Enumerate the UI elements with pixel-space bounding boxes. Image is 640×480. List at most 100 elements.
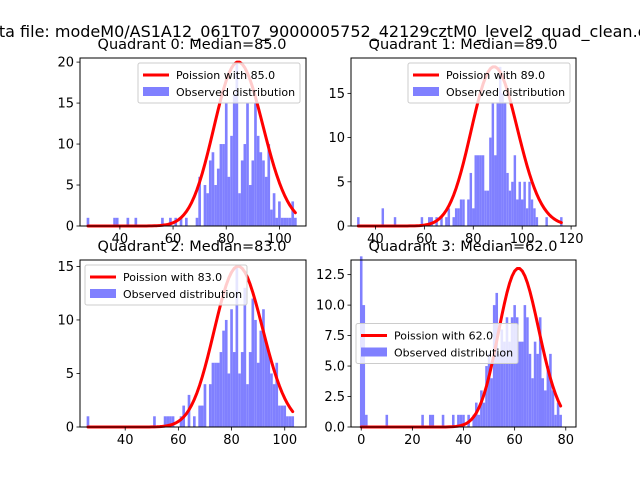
quadrant-0-histogram-bar bbox=[203, 185, 207, 226]
figure-title: Data file: modeM0/AS1A12_061T07_90000057… bbox=[0, 22, 640, 42]
quadrant-1-histogram-bar bbox=[481, 155, 485, 226]
quadrant-0-legend-bar-swatch bbox=[143, 87, 169, 96]
quadrant-0-histogram-bar bbox=[294, 217, 297, 226]
quadrant-2-histogram-bar bbox=[240, 352, 244, 427]
quadrant-1-histogram-bar bbox=[462, 199, 465, 226]
quadrant-3-y-tick-label: 0.0 bbox=[324, 421, 345, 436]
quadrant-2-histogram-bar bbox=[198, 405, 201, 427]
quadrant-0-histogram-bar bbox=[243, 144, 247, 226]
quadrant-3-histogram-bar bbox=[521, 341, 524, 427]
quadrant-1-histogram-bar bbox=[535, 217, 539, 226]
quadrant-3-histogram-bar bbox=[428, 414, 432, 427]
quadrant-3-histogram-bar bbox=[544, 390, 547, 427]
quadrant-0-histogram-bar bbox=[195, 217, 199, 226]
quadrant-1-histogram-bar bbox=[511, 181, 514, 226]
quadrant-0-histogram-bar bbox=[179, 217, 183, 226]
quadrant-2-histogram-bar bbox=[169, 416, 172, 427]
quadrant-2-histogram-bar bbox=[200, 405, 204, 427]
quadrant-2-x-tick-label: 80 bbox=[223, 433, 240, 448]
quadrant-3-x-tick-label: 60 bbox=[506, 433, 523, 448]
quadrant-1-histogram-bar bbox=[525, 208, 529, 226]
quadrant-1-legend-poisson-label: Poission with 89.0 bbox=[446, 69, 545, 82]
quadrant-0-histogram-bar bbox=[216, 168, 220, 226]
quadrant-2-histogram-bar bbox=[243, 287, 247, 427]
quadrant-0-histogram-bar bbox=[238, 193, 241, 226]
quadrant-2-histogram-bar bbox=[286, 416, 289, 427]
quadrant-1-histogram-bar bbox=[420, 217, 424, 226]
quadrant-2-histogram-bar bbox=[179, 416, 183, 427]
quadrant-2-y-tick-label: 0 bbox=[66, 421, 74, 436]
quadrant-1-histogram-bar bbox=[530, 199, 534, 226]
quadrant-2-histogram-bar bbox=[232, 352, 236, 427]
quadrant-2-legend: Poission with 83.0 Observed distribution bbox=[84, 264, 248, 306]
quadrant-2-histogram-bar bbox=[278, 405, 281, 427]
quadrant-0-histogram-bar bbox=[113, 217, 116, 226]
quadrant-2-histogram-bar bbox=[288, 416, 292, 427]
quadrant-1-histogram-bar bbox=[508, 190, 512, 226]
quadrant-2-histogram-bar bbox=[208, 384, 212, 427]
quadrant-3-x-tick-label: 20 bbox=[404, 433, 421, 448]
quadrant-3-histogram-bar bbox=[510, 317, 514, 427]
quadrant-3-legend: Poission with 62.0 Observed distribution bbox=[355, 323, 519, 364]
quadrant-2-panel: Quadrant 2: Median=83.0 40 60 80 100 0 5 10 15 P… bbox=[57, 239, 307, 448]
quadrant-1-legend: Poission with 89.0 Observed distribution bbox=[407, 62, 571, 104]
quadrant-0-histogram-bar bbox=[134, 217, 138, 226]
quadrant-3-histogram-bar bbox=[528, 353, 532, 427]
quadrant-3-title: Quadrant 3: Median=62.0 bbox=[369, 239, 558, 255]
quadrant-1-histogram-bar bbox=[498, 66, 502, 226]
quadrant-2-histogram-bar bbox=[291, 416, 295, 427]
quadrant-3-histogram-bar bbox=[492, 305, 496, 427]
quadrant-1-legend-observed-label: Observed distribution bbox=[446, 86, 565, 99]
quadrant-0-histogram-bar bbox=[227, 176, 231, 226]
quadrant-3-histogram-bar bbox=[559, 414, 562, 427]
quadrant-3-histogram-bar bbox=[554, 414, 557, 427]
quadrant-2-histogram-bar bbox=[254, 319, 257, 427]
quadrant-1-histogram-bar bbox=[428, 217, 431, 226]
quadrant-2-histogram-bar bbox=[193, 416, 196, 427]
quadrant-3-histogram-bar bbox=[457, 414, 460, 427]
quadrant-3-histogram-bar bbox=[482, 402, 486, 427]
quadrant-3-histogram-bar bbox=[451, 414, 455, 427]
quadrant-3-y-tick-label: 7.5 bbox=[324, 329, 345, 344]
quadrant-2-histogram-bar bbox=[214, 362, 217, 427]
quadrant-0-histogram-bar bbox=[278, 201, 281, 226]
quadrant-2-histogram-bar bbox=[163, 416, 167, 427]
quadrant-3-legend-observed-label: Observed distribution bbox=[394, 347, 513, 360]
quadrant-1-histogram-bar bbox=[506, 172, 509, 226]
quadrant-0-histogram-bar bbox=[211, 152, 215, 226]
quadrant-0-x-tick-label: 60 bbox=[165, 232, 182, 247]
quadrant-1-legend-box bbox=[407, 62, 571, 104]
quadrant-1-x-tick-label: 120 bbox=[559, 232, 584, 247]
quadrant-0-histogram-bar bbox=[283, 217, 287, 226]
quadrant-3-histogram-bar bbox=[500, 329, 504, 427]
quadrant-2-histogram-bar bbox=[171, 416, 175, 427]
quadrant-1-histogram-bar bbox=[489, 137, 492, 226]
quadrant-1-histogram-bar bbox=[445, 217, 448, 226]
quadrant-3-histogram-bar bbox=[459, 414, 463, 427]
quadrant-2-histogram-bar bbox=[219, 352, 223, 427]
quadrant-1-histogram-bar bbox=[523, 181, 526, 226]
quadrant-1-histogram-bar bbox=[518, 181, 521, 226]
quadrant-3-histogram-bar bbox=[546, 366, 550, 427]
quadrant-0-histogram-bar bbox=[280, 217, 284, 226]
quadrant-1-y-tick-label: 5 bbox=[337, 175, 345, 190]
quadrant-0-histogram-bar bbox=[256, 135, 260, 226]
quadrant-1-histogram-bar bbox=[393, 217, 397, 226]
quadrant-0-axes-frame bbox=[79, 57, 307, 227]
quadrant-2-histogram-bar bbox=[224, 319, 228, 427]
quadrant-0-histogram-bar bbox=[86, 217, 90, 226]
quadrant-1-histogram-bar bbox=[467, 199, 470, 226]
quadrant-2-histogram-bar bbox=[264, 341, 268, 427]
quadrant-1-legend-bar-swatch bbox=[413, 87, 439, 96]
quadrant-3-histogram-bar bbox=[485, 366, 488, 427]
quadrant-1-histogram-bar bbox=[513, 155, 517, 226]
quadrant-0-histogram-bar bbox=[185, 217, 188, 226]
quadrant-0-histogram-bar bbox=[267, 144, 271, 226]
quadrant-3-histogram-bar bbox=[515, 317, 519, 427]
quadrant-3-x-tick-label: 0 bbox=[357, 433, 365, 448]
quadrant-1-histogram-bar bbox=[457, 208, 460, 226]
quadrant-0-legend-observed-label: Observed distribution bbox=[176, 86, 295, 99]
quadrant-2-histogram-bar bbox=[203, 384, 207, 427]
quadrant-2-histogram-bar bbox=[230, 309, 233, 427]
